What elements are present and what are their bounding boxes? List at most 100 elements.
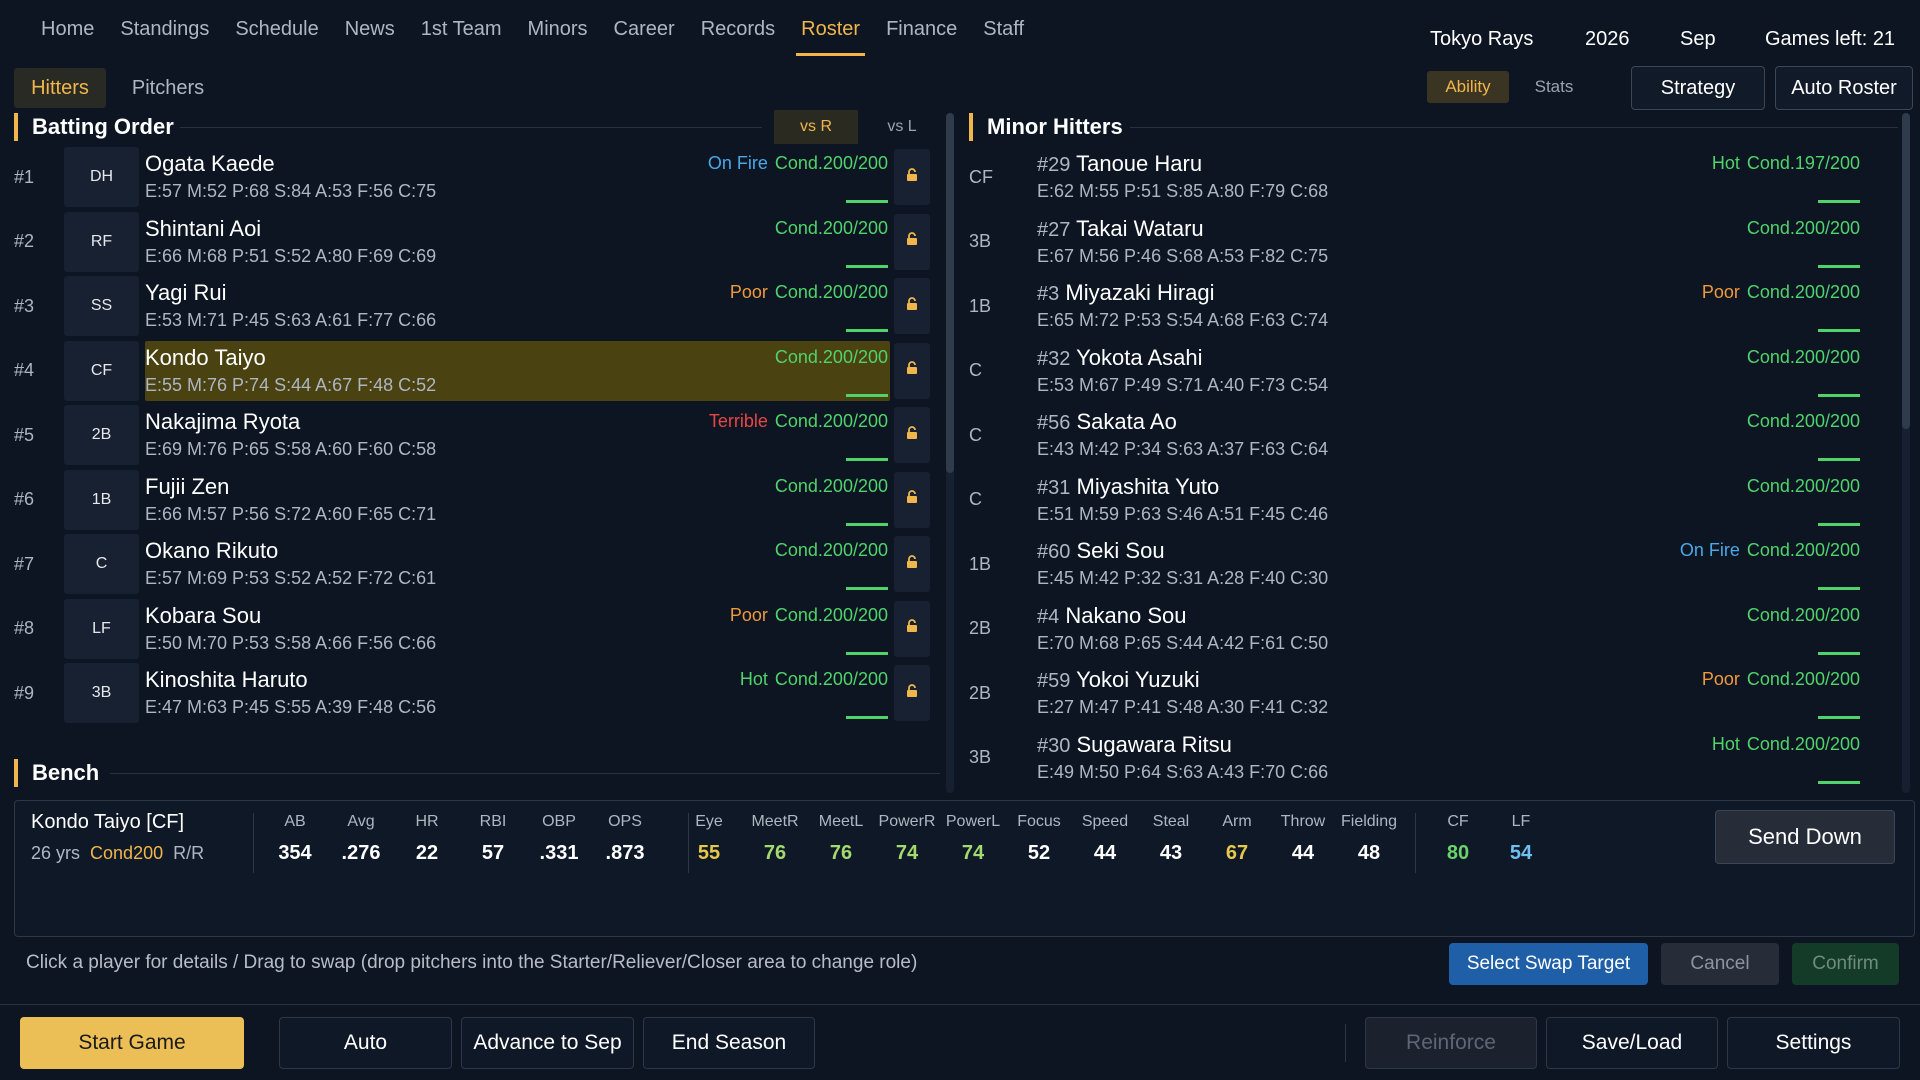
nav-records[interactable]: Records xyxy=(700,17,776,40)
player-card[interactable]: Shintani Aoi E:66 M:68 P:51 S:52 A:80 F:6… xyxy=(145,212,890,272)
batting-scrollbar-thumb[interactable] xyxy=(946,113,954,473)
minor-hitter-row[interactable]: C #31 Miyashita Yuto E:51 M:59 P:63 S:46 A… xyxy=(965,468,1895,532)
minor-hitter-row[interactable]: 3B #30 Sugawara Ritsu E:49 M:50 P:64 S:63 … xyxy=(965,726,1895,790)
player-name-line: #3 Miyazaki Hiragi xyxy=(1037,280,1215,306)
player-card[interactable]: #29 Tanoue Haru E:62 M:55 P:51 S:85 A:80 … xyxy=(1037,147,1862,207)
position-selector[interactable]: 2B xyxy=(64,405,139,465)
season-month: Sep xyxy=(1680,27,1716,50)
nav-news[interactable]: News xyxy=(344,17,395,40)
nav-minors[interactable]: Minors xyxy=(527,17,588,40)
batting-order-row[interactable]: #1 DH Ogata Kaede E:57 M:52 P:68 S:84 A:53 … xyxy=(0,145,940,209)
select-swap-target-button[interactable]: Select Swap Target xyxy=(1449,943,1648,985)
position-selector[interactable]: LF xyxy=(64,598,139,659)
lock-toggle[interactable] xyxy=(894,665,930,721)
player-card[interactable]: #4 Nakano Sou E:70 M:68 P:65 S:44 A:42 F:… xyxy=(1037,599,1862,659)
stat-label: HR xyxy=(415,813,439,830)
position-selector[interactable]: 1B xyxy=(64,469,139,530)
minor-hitter-row[interactable]: 1B #60 Seki Sou E:45 M:42 P:32 S:31 A:28 F… xyxy=(965,532,1895,596)
batting-order-row[interactable]: #2 RF Shintani Aoi E:66 M:68 P:51 S:52 A:80… xyxy=(0,210,940,274)
player-card[interactable]: Kondo Taiyo E:55 M:76 P:74 S:44 A:67 F:48… xyxy=(145,340,890,401)
player-card[interactable]: #56 Sakata Ao E:43 M:42 P:34 S:63 A:37 F:… xyxy=(1037,405,1862,465)
player-card[interactable]: #31 Miyashita Yuto E:51 M:59 P:63 S:46 A:… xyxy=(1037,470,1862,530)
lock-icon xyxy=(906,619,918,638)
batting-order-row[interactable]: #8 LF Kobara Sou E:50 M:70 P:53 S:58 A:66 F… xyxy=(0,597,940,661)
strategy-button[interactable]: Strategy xyxy=(1631,66,1765,110)
player-card[interactable]: Ogata Kaede E:57 M:52 P:68 S:84 A:53 F:56… xyxy=(145,147,890,207)
batting-order-row[interactable]: #6 1B Fujii Zen E:66 M:57 P:56 S:72 A:60 F:… xyxy=(0,468,940,532)
batting-order-row[interactable]: #9 3B Kinoshita Haruto E:47 M:63 P:45 S:55 … xyxy=(0,661,940,725)
mood-badge: On Fire xyxy=(1679,540,1740,560)
player-card[interactable]: #30 Sugawara Ritsu E:49 M:50 P:64 S:63 A:… xyxy=(1037,728,1862,788)
position-selector[interactable]: 3B xyxy=(64,663,139,723)
lock-icon xyxy=(906,425,918,445)
nav-standings[interactable]: Standings xyxy=(120,17,210,40)
player-card[interactable]: Nakajima Ryota E:69 M:76 P:65 S:58 A:60 F… xyxy=(145,405,890,465)
lock-toggle[interactable] xyxy=(894,471,930,528)
minor-scrollbar-track[interactable] xyxy=(1902,113,1910,793)
nav-schedule[interactable]: Schedule xyxy=(235,17,319,40)
lock-toggle[interactable] xyxy=(894,600,930,657)
lock-toggle[interactable] xyxy=(894,213,930,270)
player-status: Cond.200/200 xyxy=(1747,347,1860,368)
tab-hitters[interactable]: Hitters xyxy=(14,68,106,108)
position-selector[interactable]: DH xyxy=(64,147,139,207)
lock-toggle[interactable] xyxy=(894,342,930,399)
position-selector[interactable]: C xyxy=(64,534,139,594)
minor-hitter-row[interactable]: C #56 Sakata Ao E:43 M:42 P:34 S:63 A:37 F… xyxy=(965,403,1895,467)
player-card[interactable]: Okano Rikuto E:57 M:69 P:53 S:52 A:52 F:7… xyxy=(145,534,890,594)
minor-hitter-row[interactable]: 2B #4 Nakano Sou E:70 M:68 P:65 S:44 A:42 … xyxy=(965,597,1895,661)
player-status: Poor Cond.200/200 xyxy=(1702,282,1860,303)
auto-roster-button[interactable]: Auto Roster xyxy=(1775,66,1913,110)
player-card[interactable]: #32 Yokota Asahi E:53 M:67 P:49 S:71 A:40… xyxy=(1037,341,1862,401)
tab-pitchers[interactable]: Pitchers xyxy=(131,76,205,99)
position-selector[interactable]: RF xyxy=(64,211,139,272)
nav-staff[interactable]: Staff xyxy=(983,17,1025,40)
player-card[interactable]: #3 Miyazaki Hiragi E:65 M:72 P:53 S:54 A:… xyxy=(1037,276,1862,336)
settings-button[interactable]: Settings xyxy=(1727,1017,1900,1069)
save-load-button[interactable]: Save/Load xyxy=(1546,1017,1718,1069)
player-card[interactable]: Fujii Zen E:66 M:57 P:56 S:72 A:60 F:65 C… xyxy=(145,470,890,530)
position-selector[interactable]: SS xyxy=(64,276,139,336)
ability-toggle[interactable]: Ability xyxy=(1427,71,1509,103)
batting-order-row[interactable]: #4 CF Kondo Taiyo E:55 M:76 P:74 S:44 A:67 … xyxy=(0,339,940,403)
player-card[interactable]: #27 Takai Wataru E:67 M:56 P:46 S:68 A:53… xyxy=(1037,212,1862,272)
nav-finance[interactable]: Finance xyxy=(886,17,958,40)
send-down-button[interactable]: Send Down xyxy=(1715,810,1895,864)
nav-career[interactable]: Career xyxy=(613,17,675,40)
auto-button[interactable]: Auto xyxy=(279,1017,452,1069)
nav-home[interactable]: Home xyxy=(41,17,95,40)
player-card[interactable]: Kinoshita Haruto E:47 M:63 P:45 S:55 A:39… xyxy=(145,663,890,723)
lock-toggle[interactable] xyxy=(894,278,930,334)
minor-hitter-row[interactable]: C #32 Yokota Asahi E:53 M:67 P:49 S:71 A:4… xyxy=(965,339,1895,403)
nav-1st-team[interactable]: 1st Team xyxy=(420,17,502,40)
minor-hitter-row[interactable]: 1B #3 Miyazaki Hiragi E:65 M:72 P:53 S:54 … xyxy=(965,274,1895,338)
batting-order-row[interactable]: #3 SS Yagi Rui E:53 M:71 P:45 S:63 A:61 F:7… xyxy=(0,274,940,338)
batting-order-row[interactable]: #5 2B Nakajima Ryota E:69 M:76 P:65 S:58 A:… xyxy=(0,403,940,467)
player-card[interactable]: #60 Seki Sou E:45 M:42 P:32 S:31 A:28 F:4… xyxy=(1037,534,1862,594)
condition-bar xyxy=(846,716,888,719)
minor-hitter-row[interactable]: CF #29 Tanoue Haru E:62 M:55 P:51 S:85 A:8… xyxy=(965,145,1895,209)
end-season-button[interactable]: End Season xyxy=(643,1017,815,1069)
start-game-button[interactable]: Start Game xyxy=(20,1017,244,1069)
player-card[interactable]: Kobara Sou E:50 M:70 P:53 S:58 A:66 F:56 … xyxy=(145,599,890,659)
nav-roster[interactable]: Roster xyxy=(796,0,865,58)
minor-hitter-row[interactable]: 3B #27 Takai Wataru E:67 M:56 P:46 S:68 A:… xyxy=(965,210,1895,274)
player-card[interactable]: Yagi Rui E:53 M:71 P:45 S:63 A:61 F:77 C:… xyxy=(145,276,890,336)
vs-right-toggle[interactable]: vs R xyxy=(774,110,858,144)
lock-toggle[interactable] xyxy=(894,149,930,205)
stat-value: .276 xyxy=(341,842,381,864)
stats-toggle[interactable]: Stats xyxy=(1534,77,1574,96)
lock-toggle[interactable] xyxy=(894,536,930,592)
position-selector[interactable]: CF xyxy=(64,340,139,401)
minor-hitter-row[interactable]: 2B #59 Yokoi Yuzuki E:27 M:47 P:41 S:48 A:… xyxy=(965,661,1895,725)
lock-toggle[interactable] xyxy=(894,407,930,463)
minor-scrollbar-thumb[interactable] xyxy=(1902,113,1910,429)
player-status: Cond.200/200 xyxy=(1747,605,1860,626)
vs-left-toggle[interactable]: vs L xyxy=(887,118,917,135)
advance-button[interactable]: Advance to Sep xyxy=(461,1017,634,1069)
reinforce-button[interactable]: Reinforce xyxy=(1365,1017,1537,1069)
batting-order-row[interactable]: #7 C Okano Rikuto E:57 M:69 P:53 S:52 A:52 … xyxy=(0,532,940,596)
player-card[interactable]: #59 Yokoi Yuzuki E:27 M:47 P:41 S:48 A:30… xyxy=(1037,663,1862,723)
cancel-button[interactable]: Cancel xyxy=(1661,943,1779,985)
confirm-button[interactable]: Confirm xyxy=(1792,943,1899,985)
